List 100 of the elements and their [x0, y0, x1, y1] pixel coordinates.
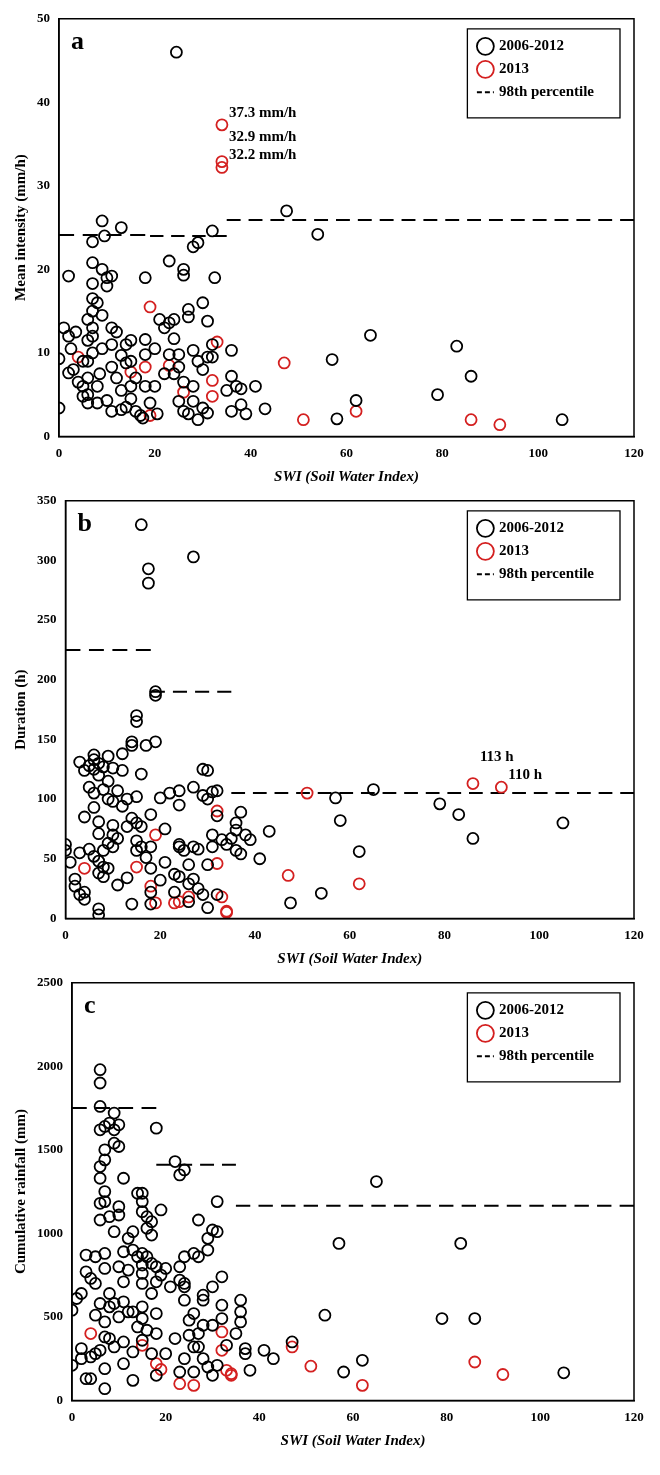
y-axis-title: Cumulative rainfall (mm) [11, 1109, 29, 1275]
x-tick-label: 40 [252, 1408, 266, 1424]
x-tick-label: 120 [624, 1408, 644, 1424]
annotation: 110 h [508, 766, 543, 783]
y-tick-label: 0 [50, 909, 57, 925]
x-axis-title: SWI (Soil Water Index) [280, 1431, 426, 1449]
point [215, 161, 229, 174]
y-tick-label: 1000 [37, 1224, 63, 1240]
point [300, 786, 314, 800]
y-tick-label: 200 [37, 671, 57, 687]
x-tick-label: 100 [529, 926, 549, 942]
annotation: 37.3 mm/h [228, 103, 298, 120]
y-tick-label: 10 [37, 344, 50, 360]
x-tick-label: 120 [624, 444, 644, 460]
chart-title: b [77, 507, 92, 537]
y-tick-label: 500 [43, 1308, 63, 1324]
y-tick-label: 30 [37, 177, 50, 193]
x-tick-label: 40 [248, 926, 262, 942]
x-tick-label: 20 [148, 444, 162, 460]
y-axis-title: Mean intensity (mm/h) [11, 154, 29, 301]
annotation: 32.2 mm/h [228, 146, 298, 163]
x-tick-label: 100 [528, 444, 548, 460]
y-tick-label: 150 [37, 730, 57, 746]
x-tick-label: 60 [340, 444, 353, 460]
point [177, 385, 190, 399]
point [143, 409, 157, 422]
y-tick-label: 0 [43, 427, 50, 443]
point [210, 804, 224, 818]
legend-label: 98th percentile [498, 83, 595, 100]
annotation: 113 h [479, 748, 515, 765]
point [277, 356, 291, 370]
y-tick-label: 250 [37, 611, 57, 627]
point [187, 1378, 201, 1392]
y-tick-label: 100 [37, 790, 57, 806]
y-tick-label: 40 [37, 93, 50, 109]
y-tick-label: 50 [37, 10, 50, 26]
x-tick-label: 40 [244, 444, 258, 460]
y-tick-label: 0 [56, 1391, 63, 1407]
point [124, 365, 138, 379]
point [149, 896, 162, 910]
legend-label: 2006-2012 [498, 1001, 564, 1018]
point [135, 1338, 149, 1352]
x-tick-label: 80 [438, 926, 451, 942]
annotation: 32.9 mm/h [228, 128, 298, 145]
point [220, 1363, 233, 1377]
legend-label: 98th percentile [498, 565, 595, 582]
point [494, 780, 508, 794]
legend-label: 2006-2012 [498, 519, 564, 536]
point [349, 404, 363, 418]
point [352, 877, 366, 891]
x-tick-label: 20 [159, 1408, 173, 1424]
point [215, 1343, 229, 1357]
point [468, 1355, 482, 1369]
legend-label: 2013 [498, 542, 529, 559]
point [464, 413, 478, 427]
x-axis-title: SWI (Soil Water Index) [277, 949, 423, 967]
point [466, 777, 480, 790]
legend-label: 2013 [498, 1024, 529, 1041]
y-tick-label: 350 [37, 492, 57, 508]
x-tick-label: 80 [440, 1408, 454, 1424]
point [296, 413, 310, 427]
y-tick-label: 50 [43, 850, 57, 866]
point [205, 374, 219, 387]
y-tick-label: 1500 [37, 1141, 63, 1157]
y-tick-label: 300 [37, 551, 57, 567]
point [182, 890, 196, 904]
point [304, 1359, 318, 1373]
point [84, 1327, 98, 1340]
y-tick-label: 20 [37, 260, 50, 276]
legend-label: 98th percentile [498, 1047, 595, 1064]
point [149, 828, 162, 842]
point [205, 389, 219, 403]
point [215, 1325, 229, 1339]
point [144, 879, 158, 893]
point [162, 359, 176, 372]
point [215, 890, 229, 904]
point [210, 857, 224, 870]
x-tick-label: 100 [530, 1408, 551, 1424]
x-tick-label: 20 [153, 926, 167, 942]
point [215, 118, 229, 132]
point [493, 418, 507, 432]
chart-title: a [71, 25, 84, 55]
point [130, 860, 143, 874]
point [78, 861, 91, 875]
y-tick-label: 2500 [37, 974, 63, 990]
point [143, 300, 157, 314]
point [149, 1357, 163, 1371]
point [215, 155, 229, 169]
point [210, 335, 224, 349]
legend-label: 2006-2012 [498, 37, 564, 54]
point [281, 869, 295, 882]
point [138, 360, 152, 374]
x-tick-label: 120 [624, 926, 644, 942]
point [496, 1368, 510, 1381]
legend-label: 2013 [498, 60, 529, 77]
point [355, 1378, 369, 1392]
x-tick-label: 60 [343, 926, 357, 942]
y-tick-label: 2000 [37, 1057, 63, 1073]
point [285, 1340, 299, 1354]
point [172, 895, 186, 909]
